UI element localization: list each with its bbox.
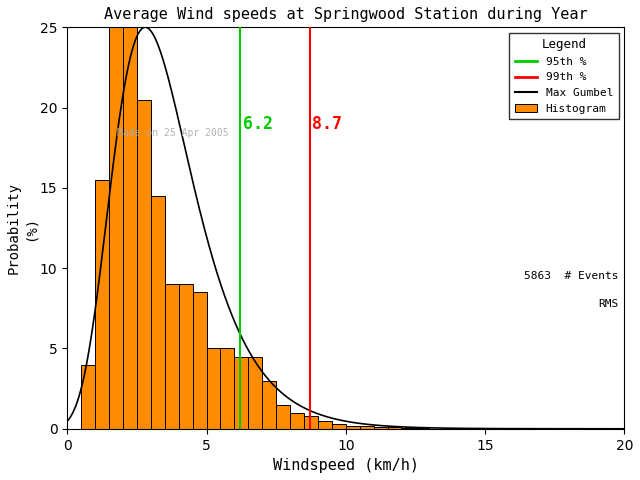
Bar <box>234 357 248 429</box>
Bar <box>137 99 151 429</box>
Text: Made on 25 Apr 2005: Made on 25 Apr 2005 <box>117 129 229 139</box>
Bar <box>164 284 179 429</box>
Bar <box>415 428 429 429</box>
Bar <box>304 416 318 429</box>
Bar <box>276 405 290 429</box>
Bar <box>318 421 332 429</box>
Bar <box>374 427 388 429</box>
Text: 6.2: 6.2 <box>243 115 273 132</box>
Bar <box>123 27 137 429</box>
Bar <box>220 348 234 429</box>
Bar <box>193 292 207 429</box>
Y-axis label: Probability
(%): Probability (%) <box>7 182 37 274</box>
Bar <box>81 364 95 429</box>
Text: 8.7: 8.7 <box>312 115 342 132</box>
Title: Average Wind speeds at Springwood Station during Year: Average Wind speeds at Springwood Statio… <box>104 7 588 22</box>
Bar <box>207 348 220 429</box>
Bar <box>262 381 276 429</box>
Bar <box>290 413 304 429</box>
Text: 5863  # Events: 5863 # Events <box>524 271 619 281</box>
Bar <box>95 180 109 429</box>
Bar <box>401 428 415 429</box>
X-axis label: Windspeed (km/h): Windspeed (km/h) <box>273 458 419 473</box>
Text: RMS: RMS <box>598 300 619 309</box>
Legend: 95th %, 99th %, Max Gumbel, Histogram: 95th %, 99th %, Max Gumbel, Histogram <box>509 33 619 119</box>
Bar <box>248 357 262 429</box>
Bar <box>360 426 374 429</box>
Bar <box>332 424 346 429</box>
Bar <box>388 427 401 429</box>
Bar <box>109 27 123 429</box>
Bar <box>151 196 164 429</box>
Bar <box>346 426 360 429</box>
Bar <box>179 284 193 429</box>
